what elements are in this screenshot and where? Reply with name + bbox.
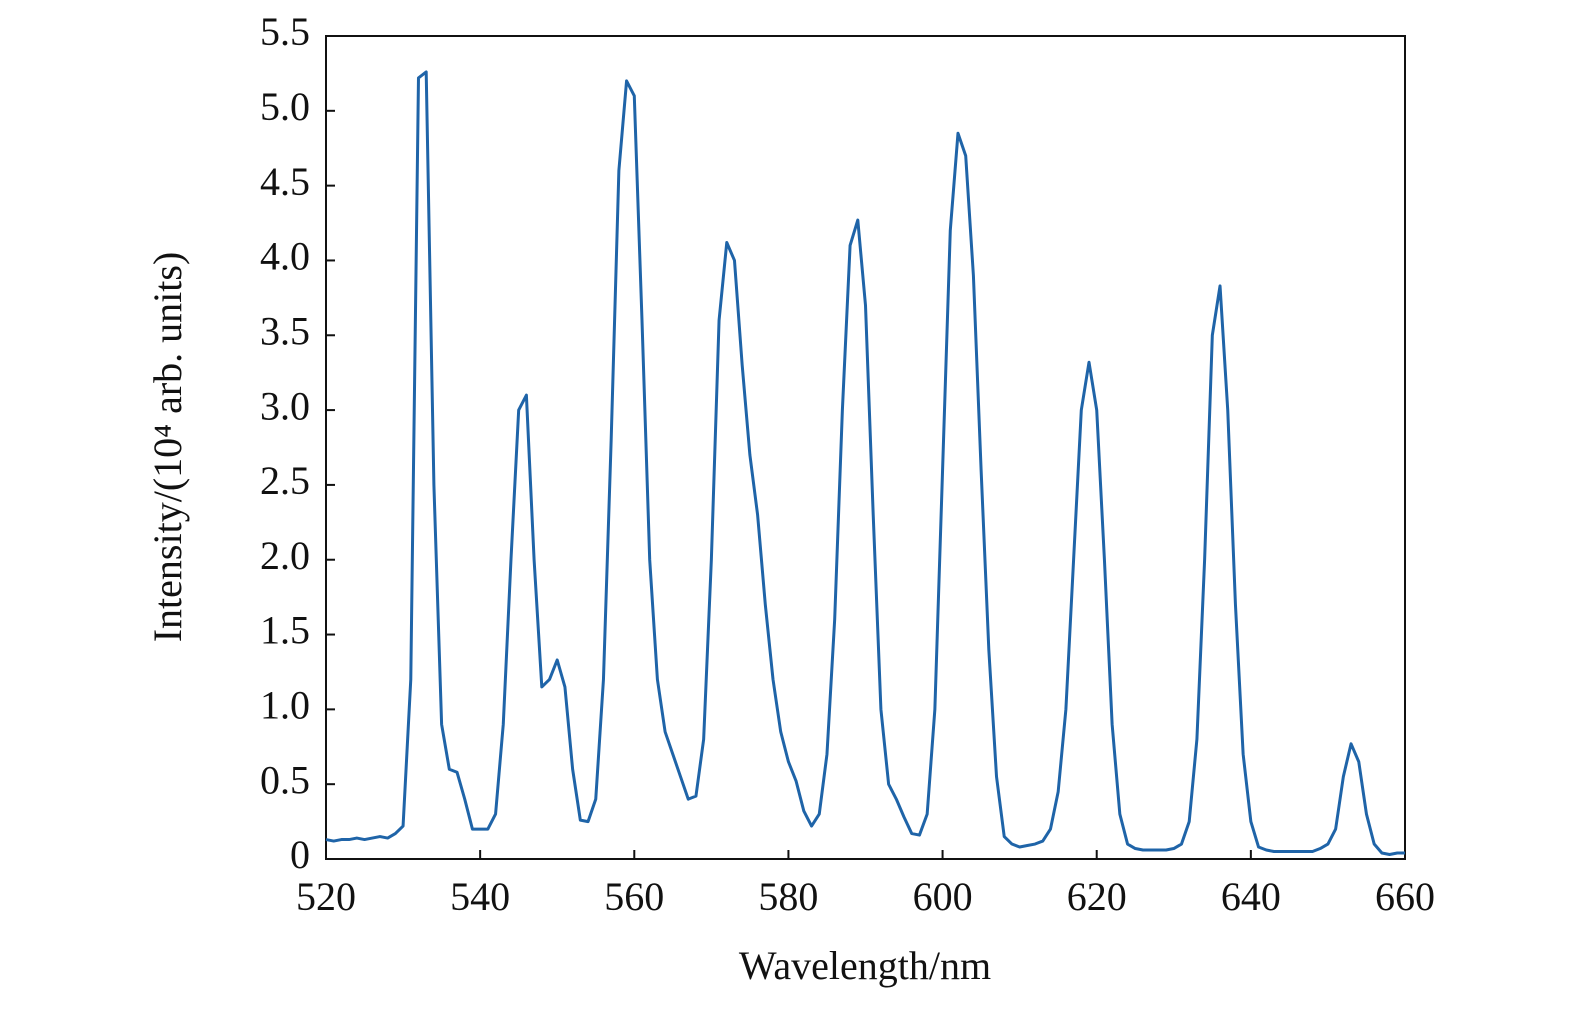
x-tick-label: 560: [604, 874, 664, 919]
x-tick-label: 640: [1221, 874, 1281, 919]
y-tick-label: 3.5: [260, 308, 310, 353]
y-tick-label: 1.5: [260, 608, 310, 653]
spectrum-line: [325, 70, 1405, 857]
x-tick-label: 520: [296, 874, 356, 919]
y-tick-label: 0.5: [260, 757, 310, 802]
y-tick-label: 4.0: [260, 234, 310, 279]
x-tick-label: 660: [1375, 874, 1435, 919]
x-tick-label: 580: [758, 874, 818, 919]
x-tick-label: 620: [1067, 874, 1127, 919]
x-tick-label: 600: [913, 874, 973, 919]
y-tick-label: 5.0: [260, 84, 310, 129]
y-tick-label: 0: [290, 832, 310, 877]
y-tick-label: 2.5: [260, 458, 310, 503]
y-tick-label: 1.0: [260, 683, 310, 728]
plot-frame: [325, 35, 1406, 860]
y-axis-label: Intensity/(10⁴ arb. units): [145, 252, 190, 643]
x-tick-label: 540: [450, 874, 510, 919]
x-axis-label: Wavelength/nm: [739, 943, 991, 988]
y-tick-label: 4.5: [260, 159, 310, 204]
y-tick-label: 2.0: [260, 533, 310, 578]
y-tick-label: 5.5: [260, 9, 310, 54]
y-tick-label: 3.0: [260, 383, 310, 428]
